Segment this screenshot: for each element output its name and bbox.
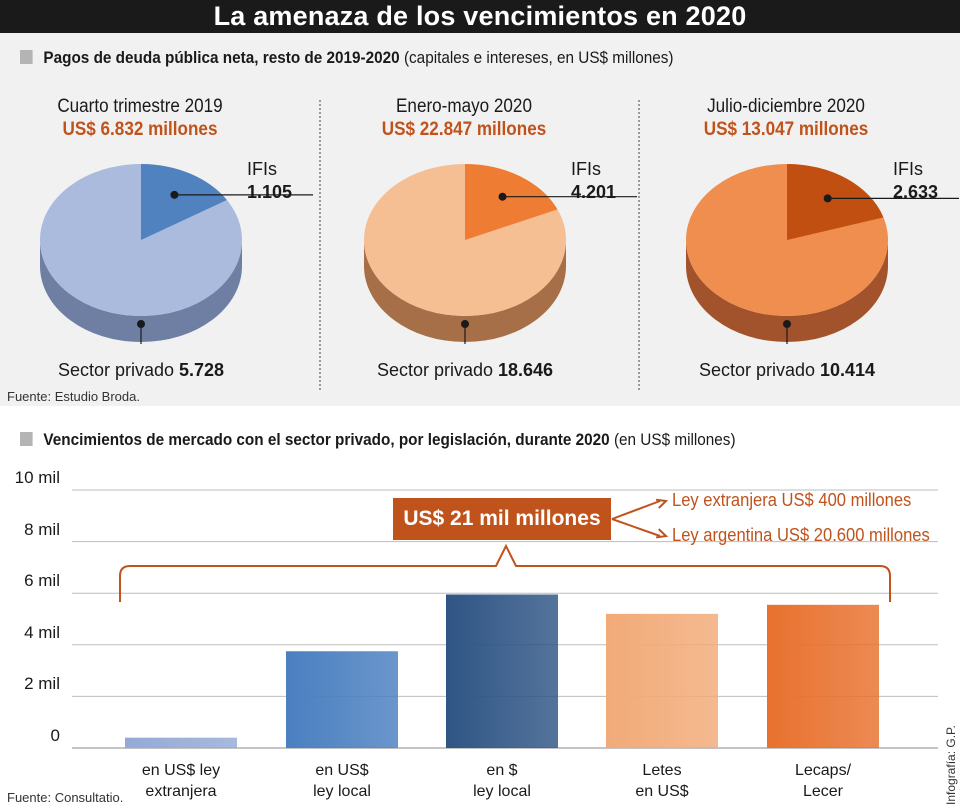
pie-1-total: US$ 6.832 millones xyxy=(62,119,218,140)
pie-1-private-text: Sector privado xyxy=(57,360,179,380)
pie-slice-ifis xyxy=(141,164,227,240)
bar xyxy=(606,613,718,748)
heading-square-icon xyxy=(20,50,33,64)
y-tick-label: 10 mil xyxy=(14,468,60,487)
pie-side-wall xyxy=(364,240,566,342)
pie-1-private-value: 5.728 xyxy=(179,360,225,380)
bracket xyxy=(119,543,891,602)
bar-section-heading-bold: Vencimientos de mercado con el sector pr… xyxy=(43,430,610,449)
callout-arrow-line xyxy=(611,500,661,520)
pie-2-private-value: 18.646 xyxy=(498,360,554,380)
private-leader-dot xyxy=(783,320,791,328)
bar xyxy=(446,594,558,748)
pie-1-period: Cuarto trimestre 2019 xyxy=(57,96,223,117)
ifis-leader-dot xyxy=(823,194,832,203)
y-tick-label: 8 mil xyxy=(24,519,60,539)
pie-1-ifis-label: IFIs xyxy=(247,159,277,179)
bar-source-note: Fuente: Consultatio. xyxy=(7,790,124,805)
y-tick-label: 2 mil xyxy=(24,674,60,694)
bar xyxy=(286,651,398,748)
pie-chart-2: Enero-mayo 2020 US$ 22.847 millones IFIs… xyxy=(339,96,649,386)
pie-side-wall xyxy=(40,240,242,342)
pie-3-ifis-label: IFIs xyxy=(893,159,923,179)
callout-arrow-line xyxy=(611,518,661,537)
private-leader-dot xyxy=(137,320,145,328)
ifis-leader-dot xyxy=(170,190,179,199)
pie-3-total: US$ 13.047 millones xyxy=(703,119,869,140)
y-tick-label: 0 xyxy=(50,726,60,745)
pie-divider-2 xyxy=(638,100,640,390)
pie-3-private-text: Sector privado xyxy=(698,360,820,380)
total-callout-box: US$ 21 mil millones xyxy=(393,498,611,540)
pie-1-private-label: Sector privado 5.728 xyxy=(15,360,267,381)
pie-section-heading-bold: Pagos de deuda pública neta, resto de 20… xyxy=(43,48,400,67)
callout-arrow-head xyxy=(655,498,669,509)
pie-chart-3: Julio-diciembre 2020 US$ 13.047 millones… xyxy=(661,96,960,386)
pie-2-graphic xyxy=(364,164,637,344)
pie-3-ifis-value: 2.633 xyxy=(893,182,939,202)
pie-2-total: US$ 22.847 millones xyxy=(381,119,547,140)
x-category-label: en US$ ley extranjera xyxy=(141,762,221,800)
legend-foreign-law: Ley extranjera US$ 400 millones xyxy=(672,490,912,510)
pie-2-private-label: Sector privado 18.646 xyxy=(339,360,591,381)
pie-3-private-value: 10.414 xyxy=(820,360,876,380)
private-leader-dot xyxy=(461,320,469,328)
pie-1-graphic xyxy=(40,164,313,344)
x-category-label: Lecaps/ Lecer xyxy=(794,762,852,800)
x-category-label: Letes en US$ xyxy=(635,762,689,800)
pie-1-ifis-value: 1.105 xyxy=(247,182,293,202)
pie-section-heading: Pagos de deuda pública neta, resto de 20… xyxy=(20,48,674,68)
pie-slice-ifis xyxy=(787,164,884,240)
pie-chart-1: Cuarto trimestre 2019 US$ 6.832 millones… xyxy=(15,96,325,386)
pie-3-graphic xyxy=(686,164,959,344)
pie-slice-ifis xyxy=(465,164,558,240)
ifis-leader-dot xyxy=(498,192,507,201)
legend-local-law: Ley argentina US$ 20.600 millones xyxy=(672,525,930,545)
pie-section-heading-rest: (capitales e intereses, en US$ millones) xyxy=(399,48,674,67)
bar-section-heading-rest: (en US$ millones) xyxy=(609,430,736,449)
x-category-label: en US$ ley local xyxy=(313,762,371,800)
pie-3-private-label: Sector privado 10.414 xyxy=(661,360,913,381)
pie-2-ifis-value: 4.201 xyxy=(571,182,617,202)
pie-2-private-text: Sector privado xyxy=(376,360,498,380)
bar-chart xyxy=(72,489,938,749)
bar xyxy=(125,737,237,748)
pie-2-ifis-label: IFIs xyxy=(571,159,601,179)
y-tick-label: 6 mil xyxy=(24,571,60,591)
heading-square-icon xyxy=(20,432,33,446)
pie-source-note: Fuente: Estudio Broda. xyxy=(7,389,140,404)
y-tick-label: 4 mil xyxy=(24,622,60,642)
callout-arrow-head xyxy=(655,528,669,539)
bar-section-heading: Vencimientos de mercado con el sector pr… xyxy=(20,430,736,450)
page-title: La amenaza de los vencimientos en 2020 xyxy=(0,0,960,33)
x-category-label: en $ ley local xyxy=(473,762,531,800)
pie-divider-1 xyxy=(319,100,321,390)
infographic-credit: Infografía: G.P. xyxy=(944,725,958,805)
pie-2-period: Enero-mayo 2020 xyxy=(396,96,532,117)
pie-side-wall xyxy=(686,240,888,342)
pie-3-period: Julio-diciembre 2020 xyxy=(707,96,865,117)
bar xyxy=(767,604,879,748)
